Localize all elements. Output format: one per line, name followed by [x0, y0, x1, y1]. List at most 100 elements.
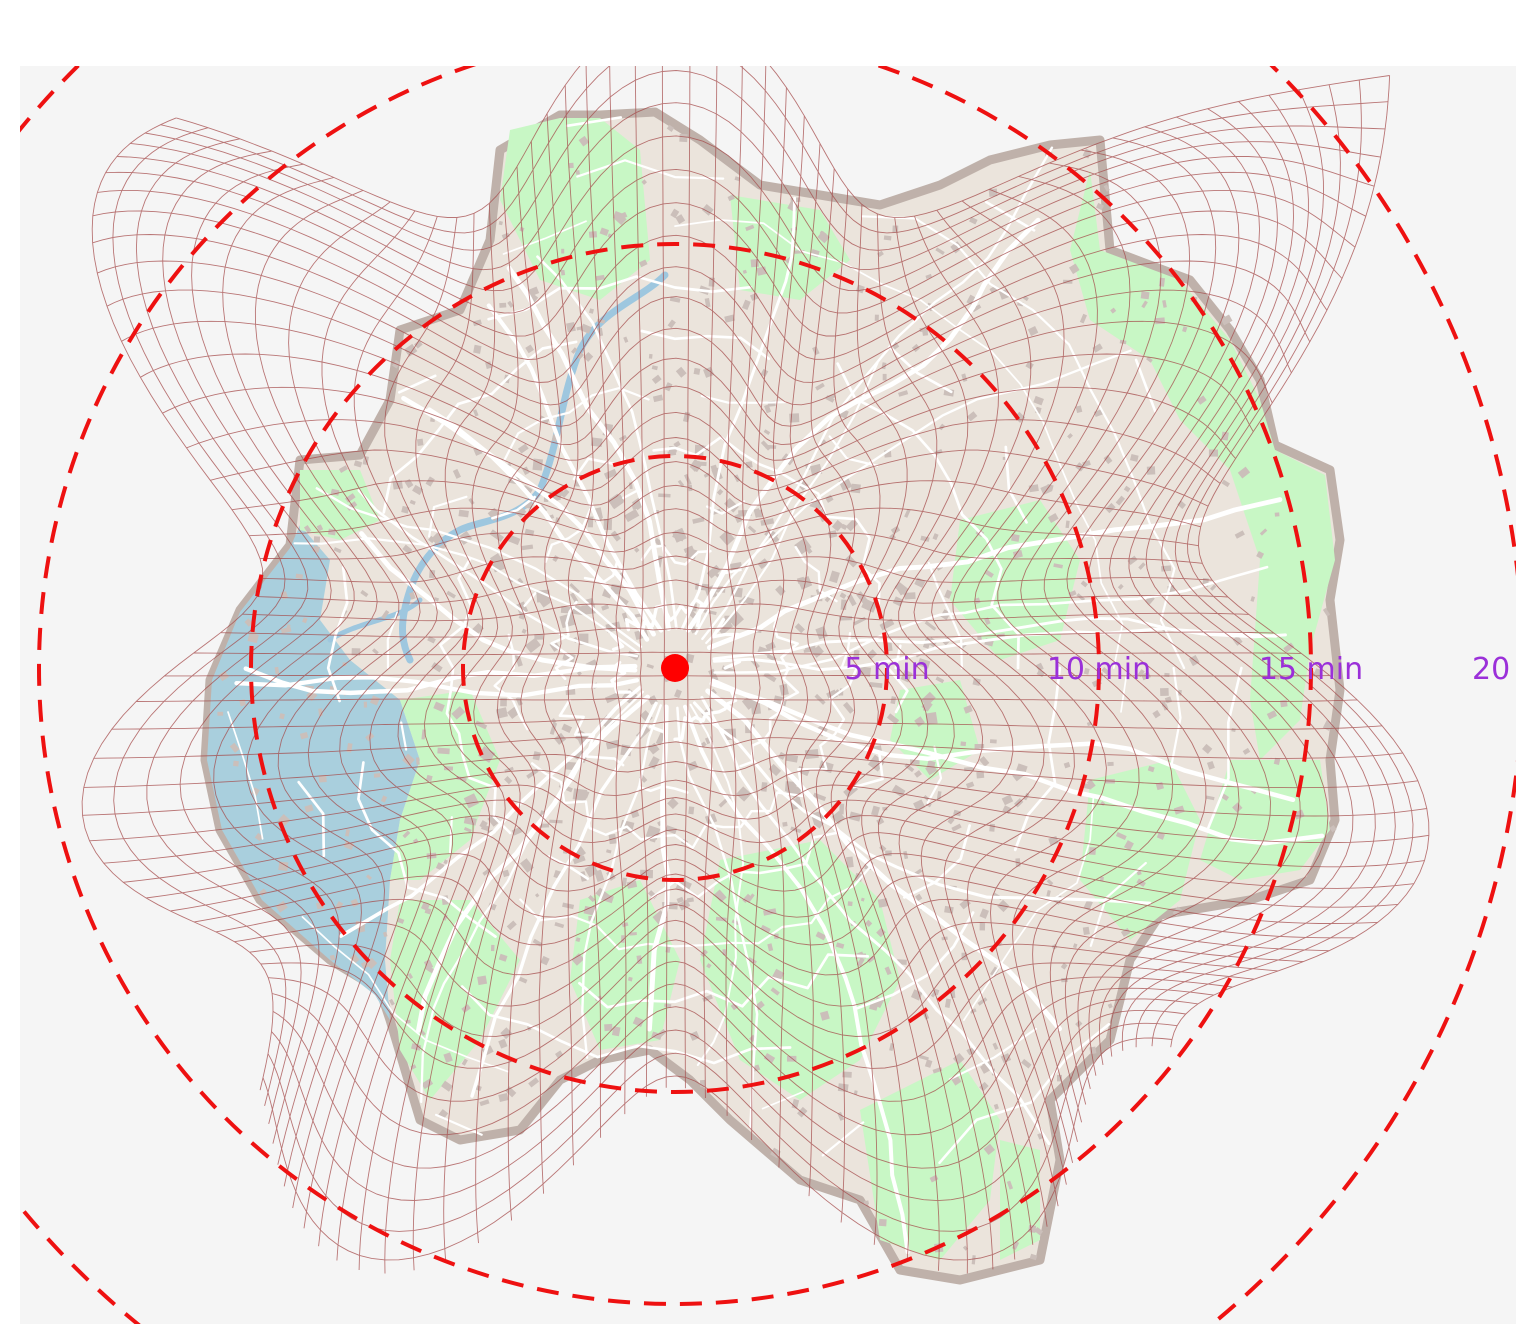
grid-line [272, 998, 1199, 1169]
building [694, 461, 707, 467]
building [1160, 688, 1169, 696]
building [554, 1050, 564, 1059]
building [487, 813, 501, 827]
grid-line [260, 939, 1255, 1069]
road [689, 703, 745, 1066]
grid-line [564, 85, 594, 1166]
road [326, 329, 1020, 1009]
building [614, 213, 627, 226]
building [992, 1042, 999, 1050]
grid-line [136, 697, 1358, 703]
building [761, 782, 768, 792]
building [969, 1008, 977, 1014]
building [1075, 405, 1083, 414]
building [606, 870, 616, 881]
building [876, 927, 886, 938]
building [1259, 528, 1268, 536]
building [1242, 747, 1251, 755]
building [764, 404, 772, 414]
building [984, 617, 991, 626]
building [935, 676, 945, 684]
isochrone-10-min [249, 242, 1101, 1094]
building [840, 599, 847, 610]
grid-line [111, 718, 1383, 730]
building [412, 484, 424, 496]
grid-line [145, 70, 1386, 251]
building [622, 877, 627, 887]
building [966, 411, 978, 422]
building [468, 497, 475, 505]
building [1274, 512, 1280, 517]
building [452, 468, 461, 479]
distortion-grid [81, 66, 1430, 1274]
building [627, 976, 633, 982]
building [863, 1200, 870, 1206]
building [842, 701, 855, 714]
building [575, 170, 580, 175]
building [853, 1090, 858, 1095]
grid-line [609, 66, 627, 1115]
building [924, 1059, 933, 1068]
grid-line [191, 163, 355, 1165]
building [532, 458, 543, 471]
building [951, 823, 962, 832]
road [706, 497, 1283, 651]
building [371, 648, 379, 655]
building [904, 508, 911, 518]
building [479, 1099, 490, 1107]
building [1047, 513, 1059, 523]
grid-line [913, 209, 1034, 1245]
building [686, 897, 694, 903]
building [1140, 291, 1150, 300]
building [388, 998, 395, 1006]
grid-line [1020, 149, 1191, 1143]
grid-line [97, 260, 1311, 406]
road [565, 116, 1243, 1165]
building [584, 863, 599, 878]
building [431, 662, 443, 673]
building [670, 208, 680, 219]
building [686, 760, 699, 772]
road [486, 303, 664, 633]
building [847, 901, 853, 907]
grid-line [81, 117, 274, 1091]
grid-line [877, 217, 994, 1270]
building [867, 955, 876, 963]
grid-line [105, 168, 1366, 314]
grid-line [256, 579, 1228, 604]
building [1158, 277, 1166, 287]
grid-line [186, 419, 1221, 491]
building [277, 814, 291, 827]
building [903, 850, 909, 860]
building [1156, 832, 1165, 840]
building [443, 766, 454, 771]
grid-line [242, 603, 1249, 622]
building [770, 1147, 781, 1159]
building [1035, 662, 1044, 672]
building [1137, 669, 1145, 678]
building [674, 689, 682, 699]
building [525, 637, 541, 653]
building [353, 460, 363, 468]
building [479, 820, 488, 829]
building [1250, 596, 1256, 602]
grid-line [112, 127, 287, 1107]
building [611, 1026, 621, 1037]
building [763, 671, 777, 683]
building [571, 347, 578, 354]
origin-marker[interactable] [661, 654, 689, 682]
grid-line [135, 138, 309, 1125]
building [972, 677, 981, 687]
building [345, 493, 356, 503]
building [489, 529, 504, 542]
building [983, 1143, 995, 1156]
building [409, 499, 416, 505]
building [572, 855, 586, 865]
grid-line [772, 115, 814, 1197]
building [910, 989, 923, 1001]
building [1146, 356, 1153, 363]
building [989, 739, 997, 744]
building [979, 922, 986, 931]
building [1092, 343, 1103, 353]
